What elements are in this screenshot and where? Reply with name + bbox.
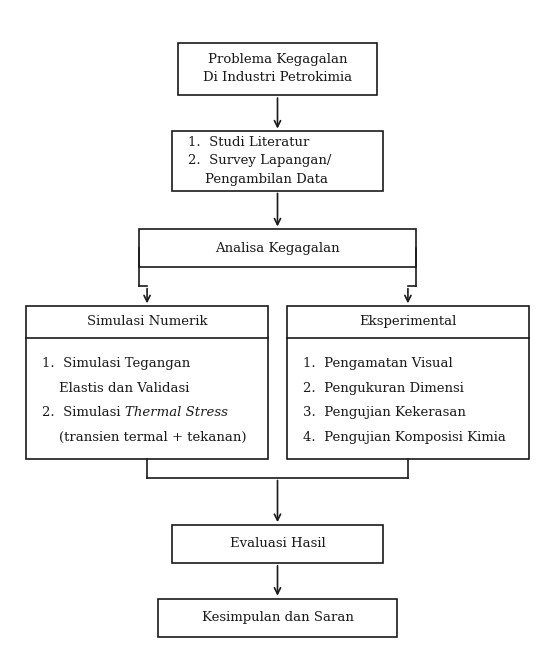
Text: Eksperimental: Eksperimental — [359, 315, 457, 328]
Text: Simulasi Numerik: Simulasi Numerik — [87, 315, 208, 328]
Text: Thermal Stress: Thermal Stress — [125, 406, 228, 419]
Text: 1.  Simulasi Tegangan: 1. Simulasi Tegangan — [42, 357, 190, 370]
Text: 3.  Pengujian Kekerasan: 3. Pengujian Kekerasan — [303, 406, 466, 419]
Text: Elastis dan Validasi: Elastis dan Validasi — [42, 382, 189, 395]
Text: 1.  Pengamatan Visual: 1. Pengamatan Visual — [303, 357, 452, 370]
FancyBboxPatch shape — [158, 599, 397, 637]
Text: Kesimpulan dan Saran: Kesimpulan dan Saran — [201, 611, 354, 624]
Text: Pengambilan Data: Pengambilan Data — [188, 173, 327, 186]
FancyBboxPatch shape — [139, 229, 416, 267]
Text: Evaluasi Hasil: Evaluasi Hasil — [230, 537, 325, 551]
Text: Analisa Kegagalan: Analisa Kegagalan — [215, 242, 340, 255]
FancyBboxPatch shape — [178, 43, 377, 95]
Text: 2.  Survey Lapangan/: 2. Survey Lapangan/ — [188, 154, 331, 168]
Text: Problema Kegagalan
Di Industri Petrokimia: Problema Kegagalan Di Industri Petrokimi… — [203, 53, 352, 85]
FancyBboxPatch shape — [27, 306, 268, 459]
Text: 4.  Pengujian Komposisi Kimia: 4. Pengujian Komposisi Kimia — [303, 431, 506, 443]
Text: (transien termal + tekanan): (transien termal + tekanan) — [42, 431, 246, 443]
Text: 2.  Simulasi: 2. Simulasi — [42, 406, 125, 419]
Text: 2.  Pengukuran Dimensi: 2. Pengukuran Dimensi — [303, 382, 463, 395]
Text: 1.  Studi Literatur: 1. Studi Literatur — [188, 136, 309, 149]
FancyBboxPatch shape — [172, 525, 383, 563]
FancyBboxPatch shape — [172, 131, 383, 191]
FancyBboxPatch shape — [287, 306, 528, 459]
